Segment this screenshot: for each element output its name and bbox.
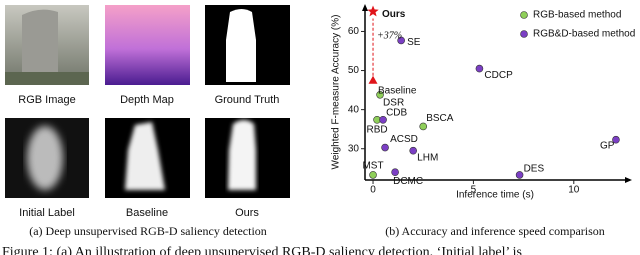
x-tick-label: 5: [471, 185, 477, 196]
point: [381, 143, 389, 152]
legend-marker: [520, 30, 528, 38]
point-label: DSR: [383, 97, 404, 108]
image-label: Baseline: [126, 207, 168, 219]
annotation: +37%: [377, 30, 402, 41]
point: [419, 122, 428, 131]
point: [612, 135, 620, 144]
point-label: DCMC: [393, 176, 423, 187]
image-label: RGB Image: [18, 94, 75, 106]
point: [515, 171, 524, 179]
y-tick-label: 30: [348, 143, 360, 154]
image-label: Ground Truth: [215, 94, 280, 106]
point-label: Baseline: [378, 85, 417, 96]
image-label: Ours: [235, 207, 259, 219]
point-label: GP: [600, 140, 615, 151]
image-ground-truth: [205, 5, 290, 85]
image-baseline: [105, 118, 190, 198]
y-axis-label: Weighted F-measure Accuracy (%): [331, 15, 342, 170]
point: [391, 168, 399, 176]
point: [397, 36, 405, 45]
point-label: DES: [524, 164, 545, 175]
figure-caption: Figure 1: (a) An illustration of deep un…: [2, 245, 522, 255]
legend-label: RGB&D-based method: [533, 29, 635, 40]
image-rgb: [5, 5, 89, 86]
image-ours: [205, 118, 290, 198]
y-tick-label: 60: [348, 26, 360, 37]
point: [368, 75, 378, 84]
point-label: LHM: [417, 152, 438, 163]
image-initial-label: [5, 118, 89, 198]
legend-marker: [520, 11, 528, 19]
axes: [362, 4, 632, 183]
image-label: Depth Map: [120, 94, 174, 106]
point: [379, 116, 387, 124]
x-tick-label: 10: [568, 185, 580, 196]
point-label: RBD: [366, 124, 387, 135]
point: [369, 171, 377, 179]
point-label: CDCP: [484, 70, 513, 81]
caption-b: (b) Accuracy and inference speed compari…: [385, 224, 605, 238]
point: [475, 64, 484, 73]
point-label: ACSD: [390, 134, 418, 145]
point-label: CDB: [386, 107, 407, 118]
point-label: MST: [362, 161, 383, 172]
x-tick-label: 0: [370, 185, 376, 196]
x-axis-label: Inference time (s): [456, 190, 534, 201]
legend-label: RGB-based method: [533, 10, 621, 21]
point-label: BSCA: [426, 113, 454, 124]
image-label: Initial Label: [19, 207, 75, 219]
point-label: Ours: [382, 9, 406, 20]
y-tick-label: 50: [348, 65, 360, 76]
image-depth: [105, 5, 190, 85]
point: [376, 90, 384, 99]
point-label: SE: [407, 37, 421, 48]
y-tick-label: 40: [348, 104, 360, 115]
point: [409, 146, 417, 155]
caption-a: (a) Deep unsupervised RGB-D saliency det…: [29, 224, 267, 238]
point: [367, 5, 379, 17]
